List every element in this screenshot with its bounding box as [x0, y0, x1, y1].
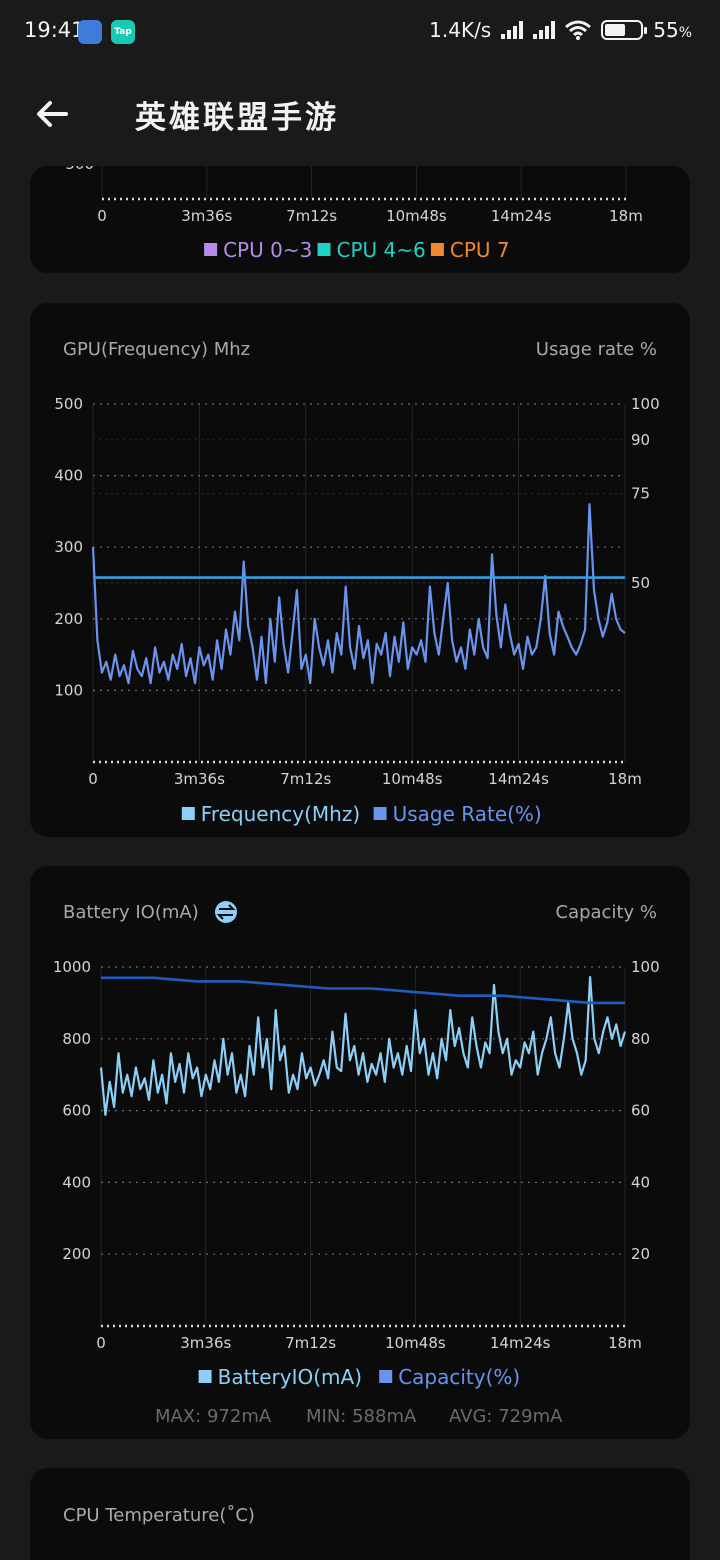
- gpu-legend-label-0[interactable]: Frequency(Mhz): [201, 802, 360, 826]
- tap-app-icon: Tap: [111, 20, 135, 44]
- battery-chart: Battery IO(mA) Capacity % 0 3m36s 7m12s 10m48…: [53, 901, 660, 1427]
- battery-percent: 55%: [653, 18, 692, 42]
- battery-min-stat: MIN: 588mA: [306, 1406, 417, 1427]
- status-time: 19:41: [24, 18, 85, 42]
- gpu-legend-swatch-0: [181, 807, 195, 820]
- y-left-tick-label: 600: [62, 1102, 91, 1120]
- y-left-tick-label: 400: [62, 1173, 91, 1191]
- x-tick-label: 3m36s: [180, 1334, 231, 1352]
- x-tick-label: 3m36s: [174, 770, 225, 788]
- gallery-app-icon: [78, 20, 102, 44]
- cpu-legend-label-1[interactable]: CPU 4~6: [337, 238, 426, 262]
- y-right-tick-label: 40: [631, 1173, 650, 1191]
- x-tick-label: 14m24s: [491, 207, 552, 225]
- y-left-tick-label: 800: [62, 1030, 91, 1048]
- y-left-tick-label: 400: [54, 467, 83, 485]
- y-right-tick-label: 90: [631, 431, 650, 449]
- x-tick-label: 3m36s: [181, 207, 232, 225]
- y-right-tick-label: 75: [631, 485, 650, 503]
- gpu-left-title: GPU(Frequency) Mhz: [63, 339, 250, 360]
- wifi-icon: [565, 20, 592, 40]
- cpu-legend-swatch-1: [317, 243, 331, 256]
- x-tick-label: 0: [97, 207, 107, 225]
- battery-legend-label-0[interactable]: BatteryIO(mA): [218, 1365, 362, 1389]
- signal-2-icon: [533, 21, 556, 39]
- battery-left-title: Battery IO(mA): [63, 902, 199, 923]
- x-tick-label: 14m24s: [490, 1334, 551, 1352]
- x-tick-label: 18m: [608, 1334, 642, 1352]
- y-left-tick-label: 100: [54, 681, 83, 699]
- cpu-frequency-card: 500 0 3m36s 7m12s 10m48s 14m24s 18m CPU 0~3 CPU …: [30, 166, 690, 273]
- battery-icon: [601, 20, 648, 40]
- x-tick-label: 10m48s: [385, 1334, 446, 1352]
- cpu-legend-label-0[interactable]: CPU 0~3: [223, 238, 312, 262]
- x-tick-label: 7m12s: [280, 770, 331, 788]
- y-right-tick-label: 60: [631, 1102, 650, 1120]
- battery-legend-swatch-0: [198, 1370, 212, 1383]
- y-left-tick-label: 500: [65, 166, 94, 173]
- battery-right-title: Capacity %: [556, 902, 658, 923]
- x-tick-label: 0: [88, 770, 98, 788]
- gpu-card: GPU(Frequency) Mhz Usage rate % 0 3m36s 7m12…: [30, 303, 690, 837]
- temperature-title: CPU Temperature(˚C): [63, 1505, 255, 1526]
- arrow-left-icon[interactable]: [32, 94, 72, 134]
- y-right-tick-label: 100: [631, 395, 660, 413]
- cpu-temperature-card: CPU Temperature(˚C): [30, 1468, 690, 1560]
- x-tick-label: 18m: [608, 770, 642, 788]
- x-tick-label: 7m12s: [286, 207, 337, 225]
- y-left-tick-label: 200: [62, 1245, 91, 1263]
- gpu-chart: GPU(Frequency) Mhz Usage rate % 0 3m36s 7m12…: [54, 339, 660, 826]
- x-tick-label: 10m48s: [386, 207, 447, 225]
- y-left-tick-label: 500: [54, 395, 83, 413]
- battery-avg-stat: AVG: 729mA: [449, 1406, 563, 1427]
- y-right-tick-label: 100: [631, 958, 660, 976]
- network-speed: 1.4K/s: [429, 18, 492, 42]
- cpu-legend-swatch-0: [204, 243, 218, 256]
- y-right-tick-label: 50: [631, 574, 650, 592]
- series-line-batteryio-ma-: [99, 975, 627, 1116]
- page-title: 英雄联盟手游: [135, 100, 339, 136]
- y-left-tick-label: 200: [54, 610, 83, 628]
- x-tick-label: 7m12s: [285, 1334, 336, 1352]
- battery-card: Battery IO(mA) Capacity % 0 3m36s 7m12s 10m48…: [30, 866, 690, 1439]
- x-tick-label: 10m48s: [382, 770, 443, 788]
- temperature-chart: CPU Temperature(˚C): [63, 1505, 255, 1526]
- y-right-tick-label: 20: [631, 1245, 650, 1263]
- x-tick-label: 14m24s: [488, 770, 549, 788]
- signal-1-icon: [501, 21, 524, 39]
- y-left-tick-label: 300: [54, 538, 83, 556]
- battery-legend-label-1[interactable]: Capacity(%): [398, 1365, 520, 1389]
- battery-max-stat: MAX: 972mA: [155, 1406, 272, 1427]
- status-bar: 19:41 Tap 1.4K/s 55%: [0, 0, 720, 64]
- battery-legend-swatch-1: [379, 1370, 393, 1383]
- x-tick-label: 0: [96, 1334, 106, 1352]
- app-header: 英雄联盟手游: [0, 64, 720, 166]
- y-right-tick-label: 80: [631, 1030, 650, 1048]
- gpu-legend-swatch-1: [373, 807, 387, 820]
- gpu-legend-label-1[interactable]: Usage Rate(%): [393, 802, 542, 826]
- cpu-legend-swatch-2: [430, 243, 444, 256]
- series-line-capacity-: [101, 976, 625, 1005]
- cpu-chart: 500 0 3m36s 7m12s 10m48s 14m24s 18m CPU 0~3 CPU …: [65, 166, 643, 262]
- swap-icon[interactable]: [215, 901, 237, 923]
- cpu-legend-label-2[interactable]: CPU 7: [450, 238, 510, 262]
- y-left-tick-label: 1000: [53, 958, 91, 976]
- x-tick-label: 18m: [609, 207, 643, 225]
- series-line-frequency-mhz-: [91, 503, 626, 685]
- gpu-right-title: Usage rate %: [536, 339, 657, 360]
